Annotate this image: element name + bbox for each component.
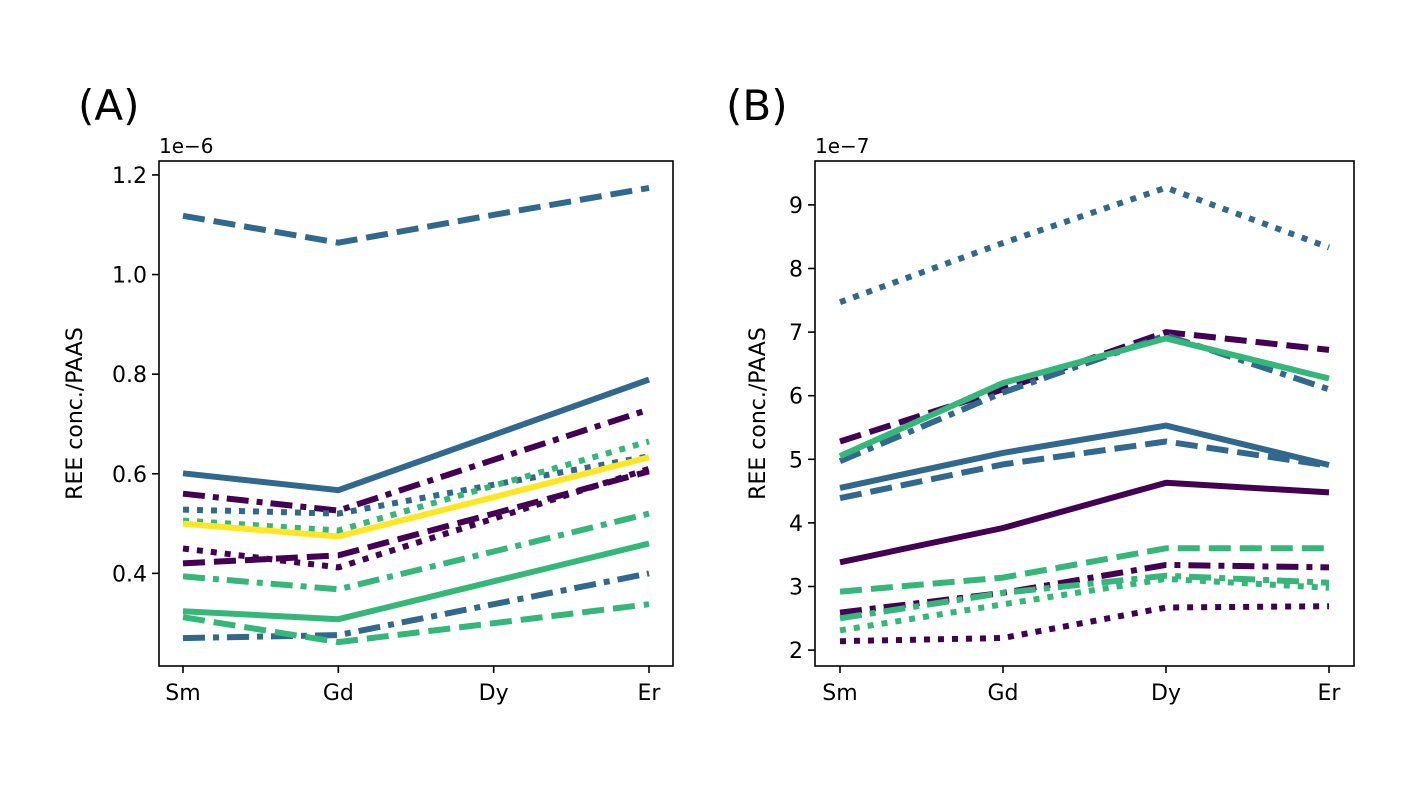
y-tick-label: 8 — [789, 257, 803, 282]
panel-b: Sm Gd Dy Er 2 3 4 5 6 7 8 9 1e−7 REE conc./PAAS (B) — [726, 81, 1355, 706]
y-tick-label: 4 — [789, 512, 803, 537]
series-line-green-dashed — [839, 545, 1329, 595]
x-tick-label: Gd — [323, 681, 354, 706]
series-line-blue-dashdot — [838, 332, 1330, 464]
y-tick-label: 1.2 — [112, 164, 147, 189]
panel-a: Sm Gd Dy Er 0.4 0.6 0.8 1.0 1.2 1e−6 REE conc./PAA… — [63, 81, 674, 706]
series-line-purple-dotted — [839, 603, 1330, 645]
panel-label: (A) — [78, 81, 140, 130]
y-tick-label: 2 — [789, 639, 803, 664]
series-line-green-solid — [838, 335, 1330, 459]
series-line-purple-solid — [839, 479, 1330, 566]
axes-frame — [158, 160, 674, 667]
y-tick-label: 7 — [789, 321, 803, 346]
series-group — [838, 184, 1331, 645]
y-tick-label: 1.0 — [112, 264, 147, 289]
series-line-blue-solid — [182, 376, 651, 494]
panel-label: (B) — [726, 81, 788, 130]
y-tick-label: 0.6 — [112, 463, 147, 488]
x-tick-label: Sm — [822, 681, 857, 706]
axes-frame — [814, 160, 1355, 667]
x-tick-label: Er — [1318, 681, 1342, 706]
y-tick-label: 6 — [789, 385, 803, 410]
series-line-blue-dotted — [182, 453, 650, 517]
series-line-blue-dashed — [839, 438, 1330, 502]
series-line-green-dashed — [182, 601, 650, 646]
x-tick-label: Dy — [1151, 681, 1181, 706]
y-axis-label: REE conc./PAAS — [746, 327, 771, 500]
y-tick-label: 5 — [789, 448, 803, 473]
series-line-green-dashdot — [182, 510, 650, 593]
offset-text: 1e−6 — [159, 134, 214, 158]
x-tick-label: Sm — [165, 681, 200, 706]
y-tick-label: 9 — [789, 194, 803, 219]
offset-text: 1e−7 — [815, 134, 870, 158]
series-group — [182, 184, 651, 646]
y-axis-label: REE conc./PAAS — [63, 327, 88, 500]
series-line-green-solid — [182, 540, 650, 623]
series-line-blue-solid — [839, 422, 1330, 491]
series-line-blue-dashed — [182, 184, 650, 246]
series-line-purple-dashdot — [182, 406, 650, 514]
series-line-green-dotted — [839, 575, 1330, 634]
series-line-blue-dotted — [838, 184, 1331, 306]
series-line-green-dashdot — [839, 572, 1330, 622]
x-tick-label: Er — [638, 681, 662, 706]
series-line-purple-dashed — [182, 468, 650, 567]
series-line-yellow-solid — [182, 454, 650, 540]
series-line-blue-dashdot — [182, 570, 650, 642]
x-tick-label: Gd — [987, 681, 1018, 706]
y-tick-label: 0.4 — [112, 562, 147, 587]
y-tick-label: 0.8 — [112, 363, 147, 388]
y-tick-label: 3 — [789, 575, 803, 600]
series-line-purple-dashdot — [839, 561, 1330, 616]
x-tick-label: Dy — [479, 681, 509, 706]
